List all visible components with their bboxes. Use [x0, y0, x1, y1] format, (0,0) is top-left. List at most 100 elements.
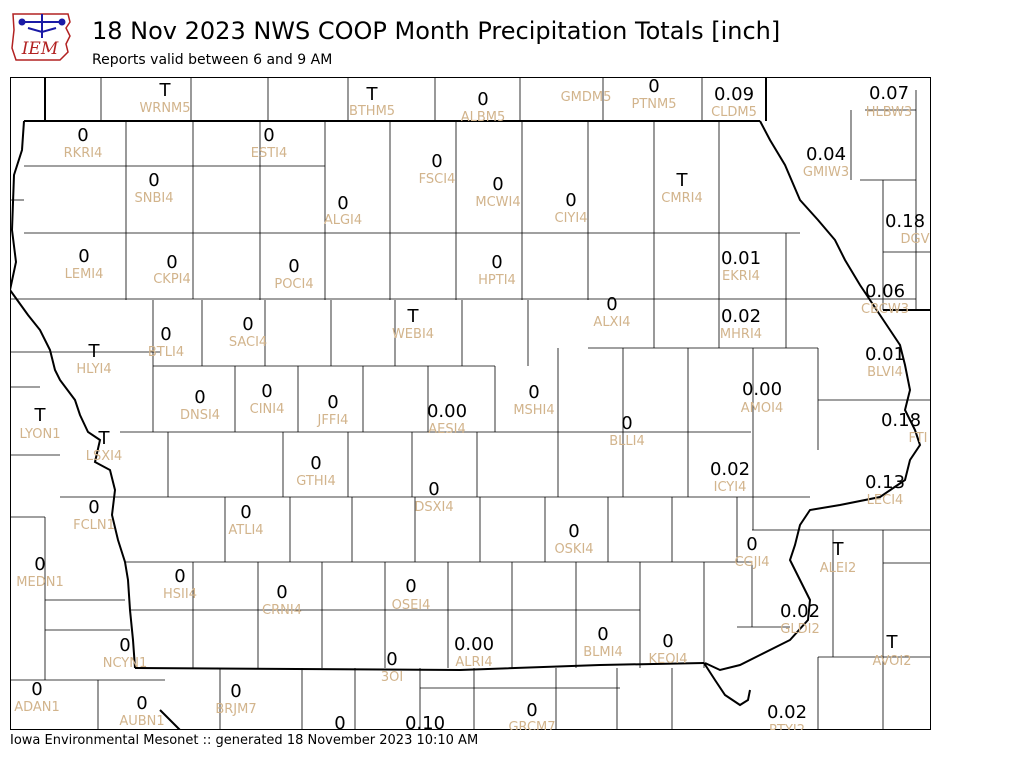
station-id-adan1: ADAN1: [14, 700, 60, 715]
station-id-dsxi4: DSXI4: [414, 500, 453, 515]
precip-value-ciyi4: 0: [565, 190, 576, 211]
precip-value-station-66: 0.10: [405, 713, 445, 730]
precip-value-hsii4: 0: [174, 566, 185, 587]
station-id-aesi4: AESI4: [428, 422, 465, 437]
station-id-lsxi4: LSXI4: [86, 449, 123, 464]
precip-value-osei4: 0: [405, 576, 416, 597]
station-id-cgji4: CGJI4: [734, 555, 769, 570]
precip-value-blmi4: 0: [597, 624, 608, 645]
station-id-albm5: ALBM5: [461, 110, 506, 125]
precip-value-gmiw3: 0.04: [806, 144, 846, 165]
precip-value-algi4: 0: [337, 193, 348, 214]
station-id-ptnm5: PTNM5: [632, 97, 677, 112]
station-id-fti: FTI: [908, 431, 927, 446]
precip-value-saci4: 0: [242, 314, 253, 335]
state-borders: [10, 78, 931, 730]
precip-value-icyi4: 0.02: [710, 459, 750, 480]
station-id-dnsi4: DNSI4: [180, 408, 220, 423]
precip-value-hlbw3: 0.07: [869, 83, 909, 104]
station-id-gthi4: GTHI4: [296, 474, 335, 489]
precip-value-station-65: 0: [334, 713, 345, 730]
precip-value-fcln1: 0: [88, 497, 99, 518]
precip-value-webi4: T: [407, 306, 420, 327]
precip-value-rtyi2: 0.02: [767, 702, 807, 723]
precip-value-avoi2: T: [886, 632, 899, 653]
precip-value-gthi4: 0: [310, 453, 321, 474]
precip-value-dsxi4: 0: [428, 479, 439, 500]
station-id-alri4: ALRI4: [455, 655, 492, 670]
precip-value-ncyn1: 0: [119, 635, 130, 656]
station-id-blvi4: BLVI4: [867, 365, 903, 380]
precip-value-hpti4: 0: [491, 252, 502, 273]
station-id-ekri4: EKRI4: [722, 269, 760, 284]
precip-value-brjm7: 0: [230, 681, 241, 702]
station-id-oski4: OSKI4: [554, 542, 593, 557]
station-id-mshi4: MSHI4: [513, 403, 554, 418]
iem-logo: IEM: [10, 8, 74, 64]
precip-value-cmri4: T: [676, 170, 689, 191]
station-id-bthm5: BTHM5: [349, 104, 395, 119]
station-id-alxi4: ALXI4: [593, 315, 630, 330]
station-id-blli4: BLLI4: [609, 434, 645, 449]
map-subtitle: Reports valid between 6 and 9 AM: [92, 52, 333, 68]
precip-value-fsci4: 0: [431, 151, 442, 172]
station-id-fsci4: FSCI4: [419, 172, 456, 187]
precip-value-adan1: 0: [31, 679, 42, 700]
precip-value-cgji4: 0: [746, 534, 757, 555]
station-id-atli4: ATLI4: [228, 523, 263, 538]
precip-value-ckpi4: 0: [166, 252, 177, 273]
station-id-rtyi2: RTYI2: [769, 723, 805, 730]
station-id-osei4: OSEI4: [392, 598, 431, 613]
station-id-3oi: 3OI: [381, 670, 403, 685]
precip-value-cbcw3: 0.06: [865, 281, 905, 302]
station-id-crni4: CRNI4: [262, 603, 302, 618]
precip-value-btli4: 0: [160, 324, 171, 345]
station-id-cldm5: CLDM5: [711, 105, 757, 120]
station-id-rkri4: RKRI4: [64, 146, 103, 161]
precip-value-esti4: 0: [263, 125, 274, 146]
station-id-dgv: DGV: [901, 232, 930, 247]
station-id-saci4: SACI4: [229, 335, 267, 350]
station-id-algi4: ALGI4: [324, 213, 362, 228]
station-id-webi4: WEBI4: [392, 327, 434, 342]
station-id-gmdm5: GMDM5: [561, 90, 612, 105]
station-id-cmri4: CMRI4: [661, 191, 702, 206]
precip-value-ekri4: 0.01: [721, 248, 761, 269]
precip-value-albm5: 0: [477, 89, 488, 110]
station-id-jffi4: JFFI4: [317, 413, 349, 428]
station-id-hpti4: HPTI4: [478, 273, 516, 288]
precip-value-jffi4: 0: [327, 392, 338, 413]
station-id-medn1: MEDN1: [16, 575, 63, 590]
precip-value-keoi4: 0: [662, 631, 673, 652]
station-id-cbcw3: CBCW3: [861, 302, 909, 317]
station-id-poci4: POCI4: [274, 277, 313, 292]
station-id-leci4: LECI4: [867, 493, 904, 508]
station-id-cini4: CINI4: [250, 402, 285, 417]
footer-text: Iowa Environmental Mesonet :: generated …: [10, 733, 479, 748]
station-id-gldi2: GLDI2: [780, 622, 819, 637]
precip-value-medn1: 0: [34, 554, 45, 575]
precip-value-amoi4: 0.00: [742, 379, 782, 400]
precip-value-leci4: 0.13: [865, 472, 905, 493]
precip-value-mshi4: 0: [528, 382, 539, 403]
station-id-ciyi4: CIYI4: [555, 211, 588, 226]
station-id-amoi4: AMOI4: [741, 401, 783, 416]
station-id-gmiw3: GMIW3: [803, 165, 849, 180]
station-id-hlyi4: HLYI4: [76, 362, 111, 377]
precip-value-mhri4: 0.02: [721, 306, 761, 327]
station-id-fcln1: FCLN1: [73, 518, 115, 533]
precip-value-3oi: 0: [386, 649, 397, 670]
station-id-brjm7: BRJM7: [215, 702, 256, 717]
station-id-icyi4: ICYI4: [714, 480, 747, 495]
station-id-mcwi4: MCWI4: [475, 195, 520, 210]
precip-value-gldi2: 0.02: [780, 601, 820, 622]
precip-value-fti: 0.18: [881, 410, 921, 431]
station-id-snbi4: SNBI4: [135, 191, 174, 206]
precip-value-wrnm5: T: [159, 80, 172, 101]
precip-value-lyon1: T: [34, 405, 47, 426]
precip-value-blvi4: 0.01: [865, 344, 905, 365]
precip-value-oski4: 0: [568, 521, 579, 542]
precip-value-alri4: 0.00: [454, 634, 494, 655]
precip-value-crni4: 0: [276, 582, 287, 603]
